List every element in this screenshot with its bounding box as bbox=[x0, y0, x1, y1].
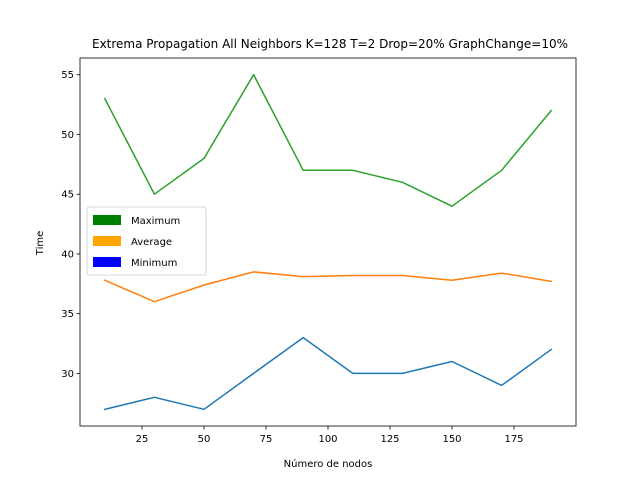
x-axis-label: Número de nodos bbox=[284, 458, 373, 470]
x-tick-label: 75 bbox=[260, 434, 273, 445]
y-tick-label: 45 bbox=[61, 190, 74, 201]
x-tick-label: 100 bbox=[318, 434, 337, 445]
x-tick-label: 150 bbox=[442, 434, 461, 445]
x-tick-label: 125 bbox=[380, 434, 399, 445]
y-tick-label: 30 bbox=[61, 369, 74, 380]
plot-area: 25 50 75 100 125 150 175 30 35 40 45 50 55 bbox=[61, 57, 577, 445]
y-tick-label: 50 bbox=[61, 130, 74, 141]
legend-swatch-average bbox=[93, 236, 121, 246]
x-tick-label: 175 bbox=[504, 434, 523, 445]
series-line-average bbox=[103, 271, 553, 303]
legend-label-average: Average bbox=[131, 237, 172, 248]
legend-label-minimum: Minimum bbox=[131, 258, 177, 269]
legend-swatch-minimum bbox=[93, 257, 121, 267]
x-tick-label: 25 bbox=[136, 434, 149, 445]
y-axis-label: Time bbox=[35, 231, 46, 256]
chart-title: Extrema Propagation All Neighbors K=128 … bbox=[92, 37, 568, 51]
x-tick-label: 50 bbox=[198, 434, 211, 445]
legend: Maximum Average Minimum bbox=[86, 206, 207, 276]
y-tick-label: 55 bbox=[61, 70, 74, 81]
legend-label-maximum: Maximum bbox=[131, 216, 180, 227]
series-line-maximum bbox=[103, 73, 553, 207]
y-tick-label: 40 bbox=[61, 249, 74, 260]
y-tick-label: 35 bbox=[61, 309, 74, 320]
series-line-minimum bbox=[103, 336, 553, 411]
legend-swatch-maximum bbox=[93, 215, 121, 225]
